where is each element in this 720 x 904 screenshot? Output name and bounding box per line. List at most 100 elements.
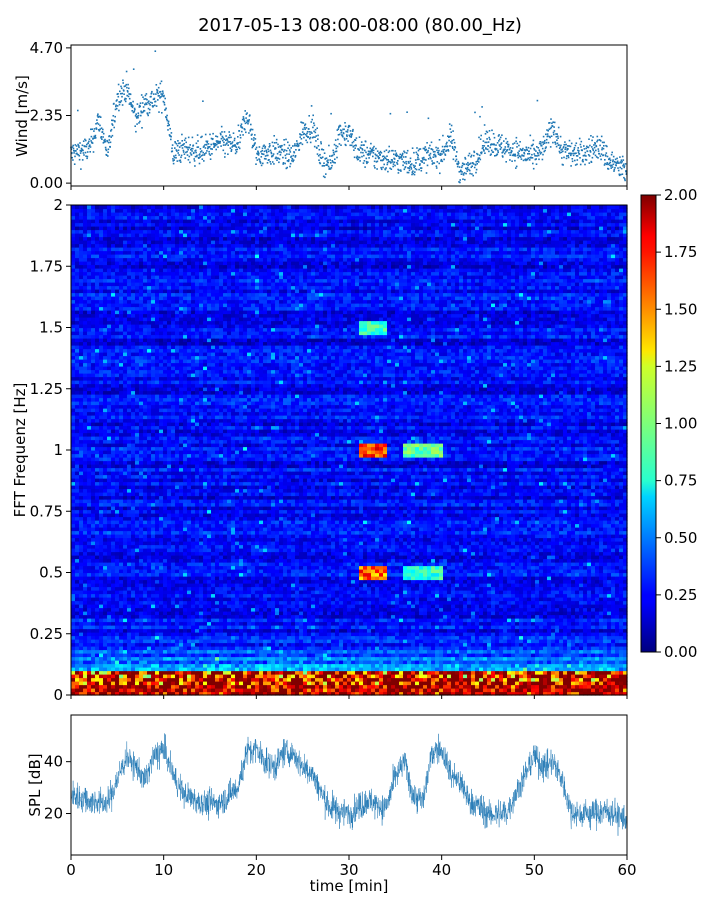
spectrogram-cell <box>387 622 392 626</box>
spectrogram-cell <box>559 625 564 629</box>
wind-point <box>473 163 475 165</box>
spectrogram-cell <box>143 660 148 664</box>
spectrogram-cell <box>263 632 268 636</box>
spectrogram-cell <box>539 625 544 629</box>
spectrogram-cell <box>187 650 192 654</box>
spectrogram-cell <box>415 646 420 650</box>
spectrogram-cell <box>571 646 576 650</box>
spectrogram-cell <box>339 667 344 671</box>
spectrogram-cell <box>275 632 280 636</box>
spectrogram-cell <box>223 671 228 675</box>
wind-point <box>581 150 583 152</box>
spectrogram-cell <box>459 629 464 633</box>
spectrogram-cell <box>111 639 116 643</box>
spectrogram-cell <box>483 678 488 682</box>
wind-point <box>514 142 516 144</box>
spectrogram-cell <box>203 629 208 633</box>
spectrogram-cell <box>127 643 132 647</box>
spectrogram-cell <box>103 636 108 640</box>
wind-point <box>389 150 391 152</box>
wind-point <box>170 136 172 138</box>
spectrogram-cell <box>567 639 572 643</box>
spectrogram-cell <box>223 678 228 682</box>
spectrogram-cell <box>91 629 96 633</box>
spectrogram-cell <box>151 643 156 647</box>
spectrogram-cell <box>275 653 280 657</box>
spectrogram-cell <box>323 629 328 633</box>
spectrogram-cell <box>419 657 424 661</box>
spectrogram-cell <box>471 678 476 682</box>
spectrogram-cell <box>363 685 368 689</box>
wind-point <box>125 98 127 100</box>
spectrogram-cell <box>555 657 560 661</box>
spectrogram-cell <box>99 639 104 643</box>
wind-point <box>316 147 318 149</box>
spectrogram-cell <box>315 671 320 675</box>
spectrogram-cell <box>555 639 560 643</box>
spectrogram-cell <box>327 643 332 647</box>
spectrogram-cell <box>179 618 184 622</box>
spectrogram-cell <box>127 636 132 640</box>
spectrogram-cell <box>527 681 532 685</box>
wind-point <box>424 148 426 150</box>
wind-point <box>261 165 263 167</box>
spectrogram-cell <box>591 653 596 657</box>
spectrogram-cell <box>471 643 476 647</box>
wind-point <box>580 144 582 146</box>
wind-point <box>201 150 203 152</box>
spectrogram-cell <box>103 650 108 654</box>
spectrogram-cell <box>579 688 584 692</box>
spectrogram-cell <box>599 625 604 629</box>
spectrogram-cell <box>287 657 292 661</box>
spectrogram-cell <box>107 629 112 633</box>
wind-point <box>265 158 267 160</box>
spectrogram-cell <box>479 643 484 647</box>
spectrogram-cell <box>527 639 532 643</box>
spectrogram-cell <box>591 639 596 643</box>
wind-point <box>363 144 365 146</box>
spectrogram-cell <box>231 674 236 678</box>
spectrogram-cell <box>579 632 584 636</box>
wind-point <box>160 91 162 93</box>
spectrogram-cell <box>411 688 416 692</box>
wind-point <box>494 155 496 157</box>
wind-point <box>92 128 94 130</box>
spectrogram-cell <box>343 629 348 633</box>
spectrogram-cell <box>319 632 324 636</box>
spectrogram-cell <box>195 622 200 626</box>
spectrogram-cell <box>107 678 112 682</box>
wind-point <box>274 142 276 144</box>
spectrogram-cell <box>315 636 320 640</box>
spectrogram-cell <box>503 632 508 636</box>
spectrogram-cell <box>455 660 460 664</box>
spectrogram-cell <box>143 632 148 636</box>
spectrogram-cell <box>519 681 524 685</box>
spectrogram-cell <box>579 657 584 661</box>
wind-point <box>605 155 607 157</box>
spectrogram-cell <box>339 688 344 692</box>
spectrogram-cell <box>547 681 552 685</box>
spectrogram-cell <box>335 618 340 622</box>
spectrogram-cell <box>379 639 384 643</box>
wind-point <box>552 125 554 127</box>
wind-point <box>383 164 385 166</box>
wind-point <box>435 156 437 158</box>
spectrogram-cell <box>127 622 132 626</box>
spectrogram-cell <box>71 674 76 678</box>
spectrogram-cell <box>135 667 140 671</box>
wind-point <box>602 154 604 156</box>
spectrogram-cell <box>167 639 172 643</box>
spectrogram-cell <box>367 625 372 629</box>
spectrogram-cell <box>115 632 120 636</box>
wind-point <box>138 122 140 124</box>
spectrogram-cell <box>123 625 128 629</box>
spectrogram-cell <box>255 629 260 633</box>
spectrogram-cell <box>219 671 224 675</box>
spectrogram-cell <box>595 646 600 650</box>
wind-point <box>358 149 360 151</box>
spectrogram-cell <box>527 671 532 675</box>
spectrogram-cell <box>335 681 340 685</box>
spectrogram-cell <box>379 660 384 664</box>
spectrogram-cell <box>195 678 200 682</box>
wind-point <box>566 155 568 157</box>
